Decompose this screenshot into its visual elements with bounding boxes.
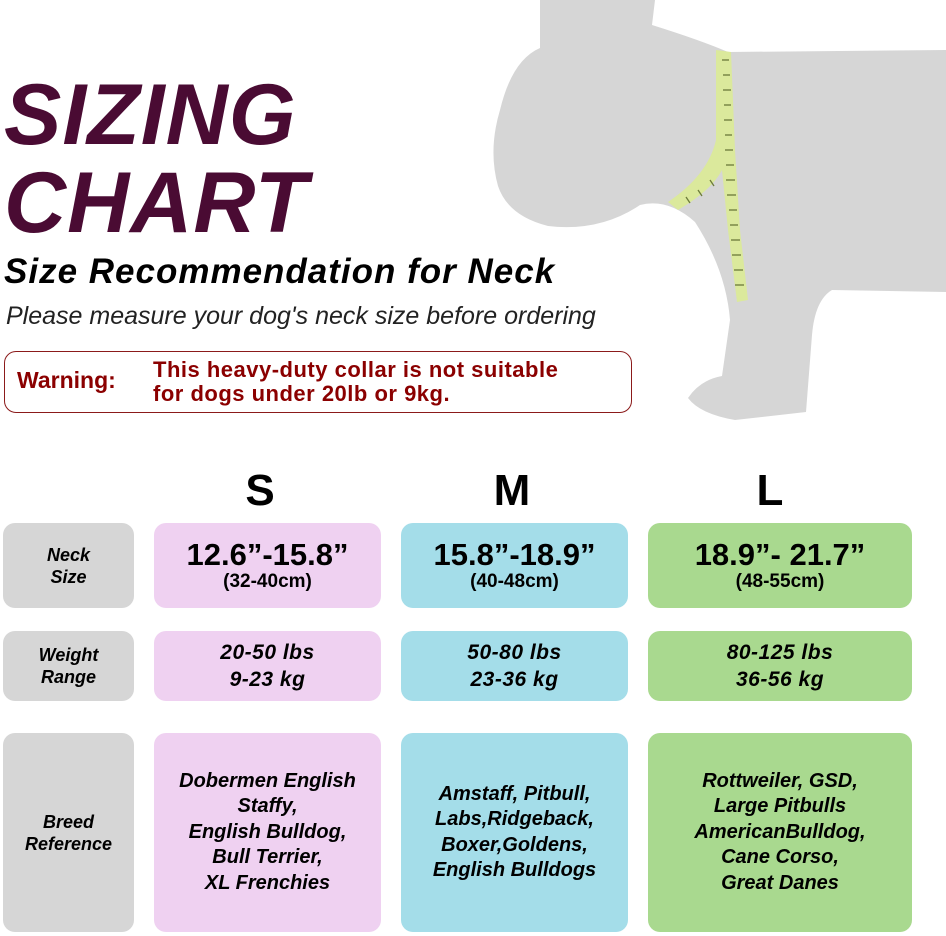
warning-line: for dogs under 20lb or 9kg. bbox=[153, 381, 451, 406]
title-chart: CHART bbox=[4, 155, 309, 251]
row-label-breed-reference: Breed Reference bbox=[3, 733, 134, 932]
breed-line: English Bulldogs bbox=[432, 859, 597, 881]
label-text: Weight bbox=[38, 645, 99, 665]
neck-size-m: 15.8”-18.9” (40-48cm) bbox=[401, 523, 628, 608]
breed-line: Large Pitbulls bbox=[713, 795, 847, 818]
breed-line: Dobermen English bbox=[179, 769, 356, 792]
label-text: Neck bbox=[46, 544, 91, 565]
breed-line: Boxer,Goldens, bbox=[441, 833, 588, 856]
breed-line: Bull Terrier, bbox=[212, 846, 323, 869]
size-header-m: M bbox=[493, 466, 531, 515]
label-text: Range bbox=[40, 667, 96, 687]
weight-lbs: 20-50 lbs bbox=[220, 641, 315, 664]
breeds-l: Rottweiler, GSD, Large Pitbulls AmericanBu… bbox=[648, 733, 912, 932]
instruction-text: Please measure your dog's neck size befo… bbox=[6, 302, 596, 330]
neck-cm: (48-55cm) bbox=[735, 570, 825, 592]
weight-l: 80-125 lbs 36-56 kg bbox=[648, 631, 912, 701]
label-text: Breed bbox=[42, 811, 95, 832]
neck-inches: 15.8”-18.9” bbox=[433, 536, 596, 572]
label-text: Reference bbox=[24, 833, 113, 854]
tape-ticks bbox=[685, 59, 744, 286]
breed-line: Cane Corso, bbox=[721, 846, 839, 869]
weight-s: 20-50 lbs 9-23 kg bbox=[154, 631, 381, 701]
neck-cm: (32-40cm) bbox=[223, 570, 312, 592]
neck-inches: 18.9”- 21.7” bbox=[694, 536, 866, 572]
weight-m: 50-80 lbs 23-36 kg bbox=[401, 631, 628, 701]
size-header-l: L bbox=[756, 466, 784, 515]
weight-lbs: 50-80 lbs bbox=[467, 641, 562, 664]
row-label-weight-range: Weight Range bbox=[3, 631, 134, 701]
breed-line: Staffy, bbox=[237, 795, 298, 818]
neck-size-s: 12.6”-15.8” (32-40cm) bbox=[154, 523, 381, 608]
size-header-s: S bbox=[245, 466, 275, 515]
weight-kg: 9-23 kg bbox=[229, 668, 306, 691]
title-sizing: SIZING bbox=[4, 67, 297, 163]
dog-silhouette-illustration bbox=[493, 0, 946, 420]
neck-cm: (40-48cm) bbox=[470, 570, 559, 592]
neck-inches: 12.6”-15.8” bbox=[186, 536, 349, 572]
weight-lbs: 80-125 lbs bbox=[726, 641, 834, 664]
breeds-m: Amstaff, Pitbull, Labs,Ridgeback, Boxer,Go… bbox=[401, 733, 628, 932]
breeds-s: Dobermen English Staffy, English Bulldog, B… bbox=[154, 733, 381, 932]
breed-line: Amstaff, Pitbull, bbox=[438, 782, 591, 805]
measuring-tape-icon bbox=[668, 50, 748, 302]
warning-line: This heavy-duty collar is not suitable bbox=[153, 357, 559, 382]
breed-line: XL Frenchies bbox=[204, 871, 331, 894]
breed-line: AmericanBulldog, bbox=[694, 820, 866, 843]
label-text: Size bbox=[50, 566, 87, 587]
subtitle: Size Recommendation for Neck bbox=[4, 252, 556, 291]
neck-size-l: 18.9”- 21.7” (48-55cm) bbox=[648, 523, 912, 608]
warning-box: Warning: This heavy-duty collar is not s… bbox=[4, 351, 632, 413]
dog-silhouette bbox=[493, 0, 946, 420]
warning-label: Warning: bbox=[17, 367, 116, 393]
row-label-neck-size: Neck Size bbox=[3, 523, 134, 608]
weight-kg: 23-36 kg bbox=[470, 668, 559, 691]
warning-message: This heavy-duty collar is not suitable f… bbox=[153, 358, 558, 406]
breed-line: English Bulldog, bbox=[188, 820, 347, 843]
breed-line: Rottweiler, GSD, bbox=[702, 769, 858, 792]
breed-line: Labs,Ridgeback, bbox=[435, 808, 594, 830]
breed-line: Great Danes bbox=[721, 871, 839, 894]
weight-kg: 36-56 kg bbox=[735, 668, 825, 691]
